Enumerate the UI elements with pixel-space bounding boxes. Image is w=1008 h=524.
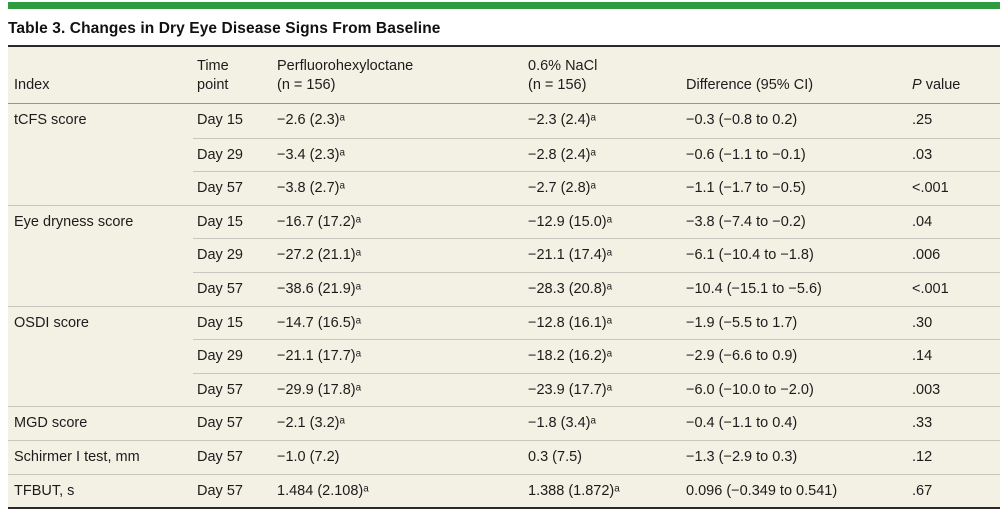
cell-perfluorohexyloctane: −16.7 (17.2)ᵃ	[277, 204, 528, 239]
table-row: Eye dryness score Day 15 −16.7 (17.2)ᵃ −…	[8, 204, 1000, 239]
cell-difference: −0.6 (−1.1 to −0.1)	[686, 137, 906, 172]
cell-index	[8, 339, 193, 373]
cell-index	[8, 138, 193, 172]
cell-difference: −10.4 (−15.1 to −5.6)	[686, 271, 906, 306]
cell-nacl: −12.8 (16.1)ᵃ	[528, 305, 686, 340]
cell-index: TFBUT, s	[8, 473, 193, 508]
cell-difference: −6.0 (−10.0 to −2.0)	[686, 372, 906, 407]
cell-difference: −1.1 (−1.7 to −0.5)	[686, 171, 906, 205]
cell-index: Eye dryness score	[8, 204, 193, 239]
cell-nacl: −2.7 (2.8)ᵃ	[528, 171, 686, 205]
accent-bar	[8, 2, 1000, 9]
table-header-row: Index Time point Perfluorohexyloctane (n…	[8, 47, 1000, 104]
cell-p-value: .30	[906, 305, 1000, 340]
cell-p-value: .03	[906, 137, 1000, 172]
cell-p-value: .33	[906, 406, 1000, 440]
cell-index: tCFS score	[14, 112, 87, 128]
cell-nacl: −18.2 (16.2)ᵃ	[528, 339, 686, 373]
cell-perfluorohexyloctane: −1.0 (7.2)	[277, 439, 528, 474]
cell-perfluorohexyloctane: −38.6 (21.9)ᵃ	[277, 271, 528, 306]
cell-time-point: Day 15	[197, 112, 243, 128]
col-header-difference: Difference (95% CI)	[686, 77, 814, 93]
cell-time-point: Day 57	[193, 171, 277, 205]
cell-index	[8, 238, 193, 272]
cell-p-value: .14	[906, 339, 1000, 373]
table-title: Table 3. Changes in Dry Eye Disease Sign…	[8, 20, 441, 37]
cell-time-point: Day 29	[193, 339, 277, 373]
cell-difference: −0.3 (−0.8 to 0.2)	[686, 112, 798, 128]
cell-time-point: Day 57	[193, 372, 277, 407]
table-row: Day 29 −21.1 (17.7)ᵃ −18.2 (16.2)ᵃ −2.9 …	[8, 339, 1000, 373]
table-row: Day 57 −29.9 (17.8)ᵃ −23.9 (17.7)ᵃ −6.0 …	[8, 372, 1000, 407]
cell-nacl: 1.388 (1.872)ᵃ	[528, 473, 686, 508]
cell-index	[8, 171, 193, 205]
cell-time-point: Day 15	[193, 204, 277, 239]
cell-difference: −6.1 (−10.4 to −1.8)	[686, 238, 906, 272]
table-row: OSDI score Day 15 −14.7 (16.5)ᵃ −12.8 (1…	[8, 305, 1000, 340]
cell-perfluorohexyloctane: −3.4 (2.3)ᵃ	[277, 137, 528, 172]
cell-nacl: 0.3 (7.5)	[528, 439, 686, 474]
table-row: Day 29 −3.4 (2.3)ᵃ −2.8 (2.4)ᵃ −0.6 (−1.…	[8, 137, 1000, 172]
cell-time-point: Day 29	[193, 137, 277, 172]
cell-index	[8, 373, 193, 407]
cell-index: Schirmer I test, mm	[8, 439, 193, 474]
cell-perfluorohexyloctane: −2.6 (2.3)ᵃ	[277, 112, 345, 128]
cell-difference: 0.096 (−0.349 to 0.541)	[686, 473, 906, 508]
table-row: TFBUT, s Day 57 1.484 (2.108)ᵃ 1.388 (1.…	[8, 473, 1000, 508]
cell-p-value: .25	[912, 112, 933, 128]
cell-p-value: <.001	[906, 171, 1000, 205]
p-value-italic: P	[912, 77, 922, 93]
cell-p-value: .04	[906, 204, 1000, 239]
col-header-perfluorohexyloctane: Perfluorohexyloctane (n = 156)	[277, 58, 414, 93]
col-header-p-value: P value	[912, 77, 961, 93]
cell-perfluorohexyloctane: −21.1 (17.7)ᵃ	[277, 339, 528, 373]
table-row: Schirmer I test, mm Day 57 −1.0 (7.2) 0.…	[8, 439, 1000, 474]
cell-p-value: .67	[906, 473, 1000, 508]
cell-nacl: −21.1 (17.4)ᵃ	[528, 238, 686, 272]
col-header-time-point: Time point	[197, 58, 229, 93]
col-header-nacl: 0.6% NaCl (n = 156)	[528, 58, 598, 93]
cell-p-value: .12	[906, 439, 1000, 474]
cell-nacl: −28.3 (20.8)ᵃ	[528, 271, 686, 306]
cell-index: OSDI score	[8, 305, 193, 340]
cell-difference: −1.9 (−5.5 to 1.7)	[686, 305, 906, 340]
col-header-index: Index	[14, 77, 50, 93]
cell-difference: −2.9 (−6.6 to 0.9)	[686, 339, 906, 373]
cell-p-value: .006	[906, 238, 1000, 272]
cell-difference: −0.4 (−1.1 to 0.4)	[686, 406, 906, 440]
cell-time-point: Day 29	[193, 238, 277, 272]
cell-time-point: Day 57	[193, 439, 277, 474]
cell-perfluorohexyloctane: −29.9 (17.8)ᵃ	[277, 372, 528, 407]
table-row: MGD score Day 57 −2.1 (3.2)ᵃ −1.8 (3.4)ᵃ…	[8, 406, 1000, 440]
cell-perfluorohexyloctane: −27.2 (21.1)ᵃ	[277, 238, 528, 272]
cell-difference: −3.8 (−7.4 to −0.2)	[686, 204, 906, 239]
table-row: Day 57 −38.6 (21.9)ᵃ −28.3 (20.8)ᵃ −10.4…	[8, 271, 1000, 306]
cell-time-point: Day 57	[193, 406, 277, 440]
cell-time-point: Day 57	[193, 473, 277, 508]
table-row: Day 57 −3.8 (2.7)ᵃ −2.7 (2.8)ᵃ −1.1 (−1.…	[8, 171, 1000, 205]
cell-p-value: <.001	[906, 271, 1000, 306]
cell-perfluorohexyloctane: −3.8 (2.7)ᵃ	[277, 171, 528, 205]
cell-time-point: Day 15	[193, 305, 277, 340]
data-table: Index Time point Perfluorohexyloctane (n…	[8, 45, 1000, 510]
cell-perfluorohexyloctane: 1.484 (2.108)ᵃ	[277, 473, 528, 508]
cell-nacl: −2.8 (2.4)ᵃ	[528, 137, 686, 172]
cell-index: MGD score	[8, 406, 193, 440]
cell-perfluorohexyloctane: −2.1 (3.2)ᵃ	[277, 406, 528, 440]
table-row: Day 29 −27.2 (21.1)ᵃ −21.1 (17.4)ᵃ −6.1 …	[8, 238, 1000, 272]
cell-time-point: Day 57	[193, 271, 277, 306]
cell-difference: −1.3 (−2.9 to 0.3)	[686, 439, 906, 474]
cell-perfluorohexyloctane: −14.7 (16.5)ᵃ	[277, 305, 528, 340]
cell-nacl: −1.8 (3.4)ᵃ	[528, 406, 686, 440]
cell-nacl: −23.9 (17.7)ᵃ	[528, 372, 686, 407]
cell-nacl: −2.3 (2.4)ᵃ	[528, 112, 596, 128]
cell-index	[8, 272, 193, 306]
table-row: tCFS score Day 15 −2.6 (2.3)ᵃ −2.3 (2.4)…	[8, 104, 1000, 138]
cell-p-value: .003	[906, 372, 1000, 407]
cell-nacl: −12.9 (15.0)ᵃ	[528, 204, 686, 239]
